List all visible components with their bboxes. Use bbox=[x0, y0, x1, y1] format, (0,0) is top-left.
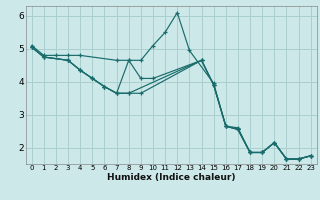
X-axis label: Humidex (Indice chaleur): Humidex (Indice chaleur) bbox=[107, 173, 236, 182]
